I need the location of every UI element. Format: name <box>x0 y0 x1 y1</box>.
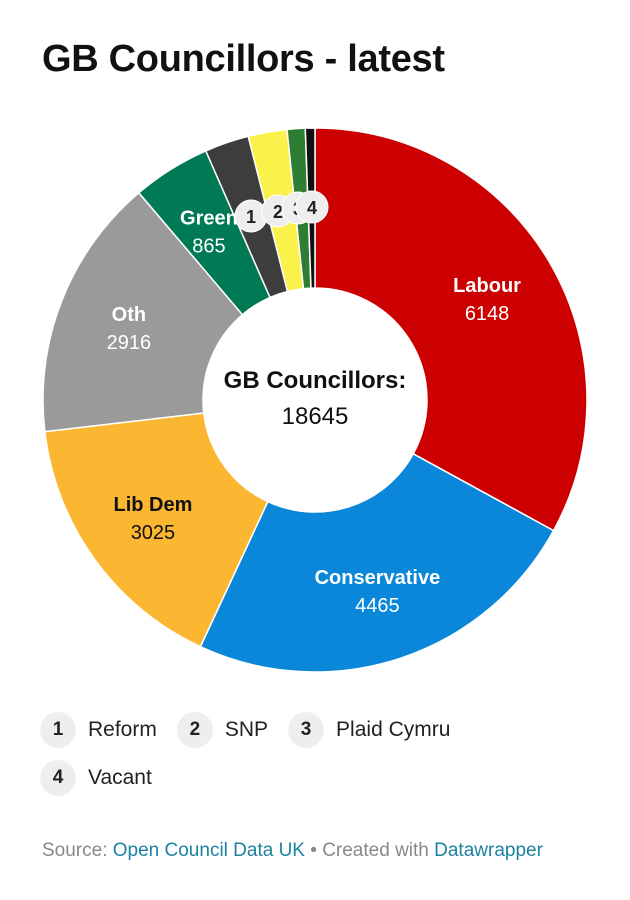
marker-badge-reform: 1 <box>234 199 268 233</box>
marker-circle <box>295 190 329 224</box>
marker-number: 4 <box>307 198 317 218</box>
legend-item-snp: 2 SNP <box>176 712 269 748</box>
slice-label-green: Green <box>180 207 238 229</box>
source-link[interactable]: Open Council Data UK <box>112 840 305 861</box>
slice-value-conservative: 4465 <box>355 595 400 617</box>
slice-value-green: 865 <box>192 235 225 257</box>
legend-item-vacant: 4 Vacant <box>40 760 152 796</box>
legend-badge: 3 <box>288 712 325 748</box>
slice-value-lib-dem: 3025 <box>131 522 176 544</box>
slice-conservative <box>199 452 555 673</box>
legend-label: Plaid Cymru <box>336 718 451 741</box>
marker-badge-vacant: 4 <box>295 190 329 224</box>
datawrapper-link[interactable]: Datawrapper <box>434 840 543 861</box>
slice-label-conservative: Conservative <box>315 567 441 589</box>
legend: 1 Reform 2 SNP 3 Plaid Cymru 4 Vacant <box>40 712 600 808</box>
legend-label: Vacant <box>88 766 152 789</box>
legend-badge: 2 <box>176 712 213 748</box>
legend-badge: 1 <box>40 712 76 748</box>
legend-row: 4 Vacant <box>40 760 600 796</box>
legend-row: 1 Reform 2 SNP 3 Plaid Cymru <box>40 712 600 748</box>
chart-title: GB Councillors - latest <box>42 38 445 80</box>
footer-source: Source: Open Council Data UK • Created w… <box>42 840 543 862</box>
center-value: 18645 <box>282 403 349 430</box>
legend-item-reform: 1 Reform <box>40 712 157 748</box>
slice-value-oth: 2916 <box>107 332 152 354</box>
footer-separator: • Created with <box>304 840 435 861</box>
slice-label-labour: Labour <box>453 275 521 297</box>
donut-chart: Labour 6148 Conservative 4465 Lib Dem 3025 Oth… <box>42 127 588 673</box>
legend-label: SNP <box>224 718 269 741</box>
marker-number: 2 <box>273 202 283 222</box>
marker-badges-group: 1234 <box>234 190 329 233</box>
slice-lib-dem <box>44 412 269 648</box>
slice-value-labour: 6148 <box>465 303 510 325</box>
slice-labour <box>314 127 588 532</box>
slice-label-lib-dem: Lib Dem <box>113 494 192 516</box>
marker-number: 1 <box>246 207 256 227</box>
slice-label-oth: Oth <box>112 304 146 326</box>
slice-labels-group: Labour 6148 Conservative 4465 Lib Dem 3025 Oth… <box>107 207 522 617</box>
legend-badge: 4 <box>40 760 76 796</box>
center-label: GB Councillors: <box>224 367 407 394</box>
legend-item-plaid-cymru: 3 Plaid Cymru <box>288 712 450 748</box>
legend-label: Reform <box>88 718 157 741</box>
source-prefix: Source: <box>42 840 113 861</box>
slice-oth <box>42 191 244 433</box>
